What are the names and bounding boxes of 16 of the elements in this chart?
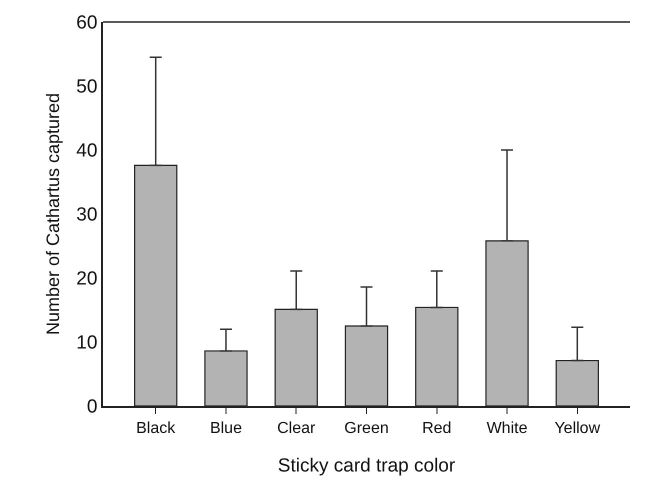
y-tick-label: 60 — [76, 12, 98, 34]
y-tick-label: 20 — [76, 268, 98, 290]
x-tick-label: Red — [422, 420, 452, 437]
x-tick-label: Green — [344, 420, 389, 437]
x-axis-title: Sticky card trap color — [278, 455, 456, 476]
x-tick-label: White — [486, 420, 528, 437]
x-tick-label: Blue — [210, 420, 242, 437]
y-tick-label: 50 — [76, 76, 98, 98]
y-tick-label: 40 — [76, 140, 98, 162]
y-tick-label: 30 — [76, 204, 98, 226]
y-tick-label: 0 — [86, 396, 98, 418]
x-tick-label: Clear — [277, 420, 316, 437]
y-tick-label: 10 — [76, 332, 98, 354]
x-tick-label: Black — [136, 420, 176, 437]
x-tick-label: Yellow — [554, 420, 601, 437]
y-axis-title: Number of Cathartus captured — [43, 92, 64, 336]
